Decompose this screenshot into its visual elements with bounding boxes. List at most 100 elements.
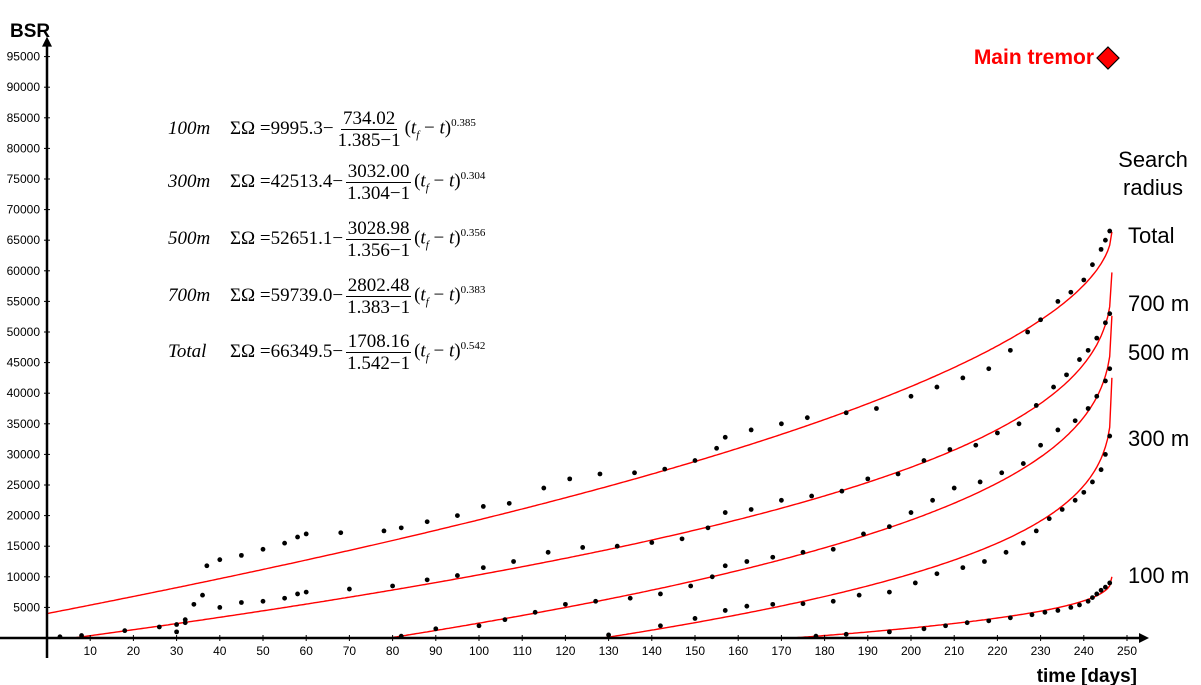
data-point — [156, 624, 162, 630]
y-tick-label: 60000 — [7, 264, 41, 278]
data-point — [1081, 277, 1087, 283]
x-tick-label: 250 — [1117, 644, 1137, 658]
data-point — [1033, 528, 1039, 534]
x-tick-label: 30 — [170, 644, 184, 658]
data-point — [1103, 452, 1108, 457]
data-point — [930, 497, 935, 503]
data-point — [1085, 406, 1091, 411]
data-point — [204, 563, 210, 569]
data-point — [744, 603, 750, 609]
data-point — [381, 528, 387, 534]
data-point — [1072, 497, 1078, 503]
data-point — [424, 519, 430, 525]
data-point — [843, 410, 849, 416]
data-point — [1107, 228, 1113, 234]
y-tick-label: 65000 — [7, 233, 41, 247]
data-point — [1046, 516, 1052, 522]
data-point — [1098, 246, 1104, 252]
data-point — [541, 485, 547, 491]
series-label: 100 m — [1128, 563, 1189, 588]
data-point — [800, 549, 806, 555]
data-point — [1098, 467, 1104, 473]
data-point — [506, 500, 512, 506]
fit-equation: 100m ΣΩ = 9995.3−734.02 1.385−1 (tf − t)0.3… — [168, 107, 476, 151]
data-point — [722, 510, 728, 515]
x-tick-label: 180 — [815, 644, 835, 658]
data-point — [999, 470, 1005, 476]
data-point — [455, 573, 460, 578]
main-tremor-label: Main tremor — [974, 46, 1094, 69]
data-point — [606, 632, 611, 638]
data-point — [1094, 393, 1100, 399]
series-label: 300 m — [1128, 426, 1189, 451]
x-tick-label: 90 — [429, 644, 443, 658]
y-axis-arrow — [42, 36, 52, 47]
data-point — [1064, 372, 1069, 378]
data-point — [1085, 347, 1091, 353]
y-tick-label: 5000 — [13, 600, 40, 614]
data-point — [1077, 357, 1082, 362]
data-point — [122, 628, 128, 634]
data-point — [934, 384, 940, 390]
data-point — [239, 552, 244, 558]
data-point — [770, 601, 776, 607]
y-tick-label: 10000 — [7, 570, 41, 584]
data-point — [1094, 591, 1100, 597]
data-point — [804, 415, 810, 421]
data-point — [908, 510, 914, 515]
data-point — [912, 580, 918, 586]
data-point — [1042, 609, 1048, 615]
data-point — [744, 559, 750, 564]
data-point — [567, 476, 573, 482]
data-point — [545, 549, 551, 555]
y-tick-label: 55000 — [7, 294, 41, 308]
x-tick-label: 130 — [599, 644, 619, 658]
data-point — [1085, 598, 1091, 604]
data-point — [597, 471, 603, 477]
x-tick-label: 210 — [944, 644, 964, 658]
data-point — [1007, 347, 1013, 353]
data-point — [614, 543, 620, 549]
data-point — [921, 626, 927, 632]
data-point — [705, 525, 711, 531]
data-point — [295, 534, 300, 540]
x-tick-label: 50 — [256, 644, 270, 658]
data-point — [887, 524, 892, 530]
data-point — [679, 536, 685, 542]
data-point — [843, 631, 849, 637]
data-point — [295, 591, 300, 597]
data-point — [1107, 433, 1113, 439]
x-axis-title: time [days] — [1037, 666, 1137, 685]
y-tick-label: 30000 — [7, 447, 41, 461]
data-point — [532, 609, 538, 615]
data-point — [688, 583, 694, 589]
data-point — [779, 421, 784, 427]
data-point — [1003, 549, 1009, 555]
x-tick-label: 60 — [300, 644, 314, 658]
data-point — [934, 571, 940, 577]
x-tick-label: 110 — [513, 644, 532, 658]
data-point — [865, 476, 871, 482]
fit-equation: 500m ΣΩ = 52651.1−3028.98 1.356−1 (tf − t)0… — [168, 217, 486, 261]
data-point — [1059, 507, 1065, 512]
search-radius-title: Search — [1118, 147, 1188, 172]
x-tick-label: 200 — [901, 644, 921, 658]
data-point — [200, 592, 205, 598]
data-point — [895, 471, 901, 477]
data-point — [338, 530, 344, 536]
data-point — [887, 629, 892, 635]
y-tick-label: 80000 — [7, 141, 41, 155]
data-point — [748, 427, 754, 433]
data-point — [960, 375, 966, 381]
fit-curve — [390, 315, 1113, 639]
data-point — [887, 589, 892, 595]
data-point — [502, 617, 508, 623]
main-tremor-marker — [1096, 46, 1120, 70]
data-point — [714, 445, 719, 451]
x-tick-label: 20 — [127, 644, 141, 658]
data-point — [692, 458, 698, 463]
fit-curves — [46, 231, 1113, 639]
data-point — [282, 540, 287, 546]
data-point — [424, 577, 430, 583]
data-point — [861, 531, 866, 537]
